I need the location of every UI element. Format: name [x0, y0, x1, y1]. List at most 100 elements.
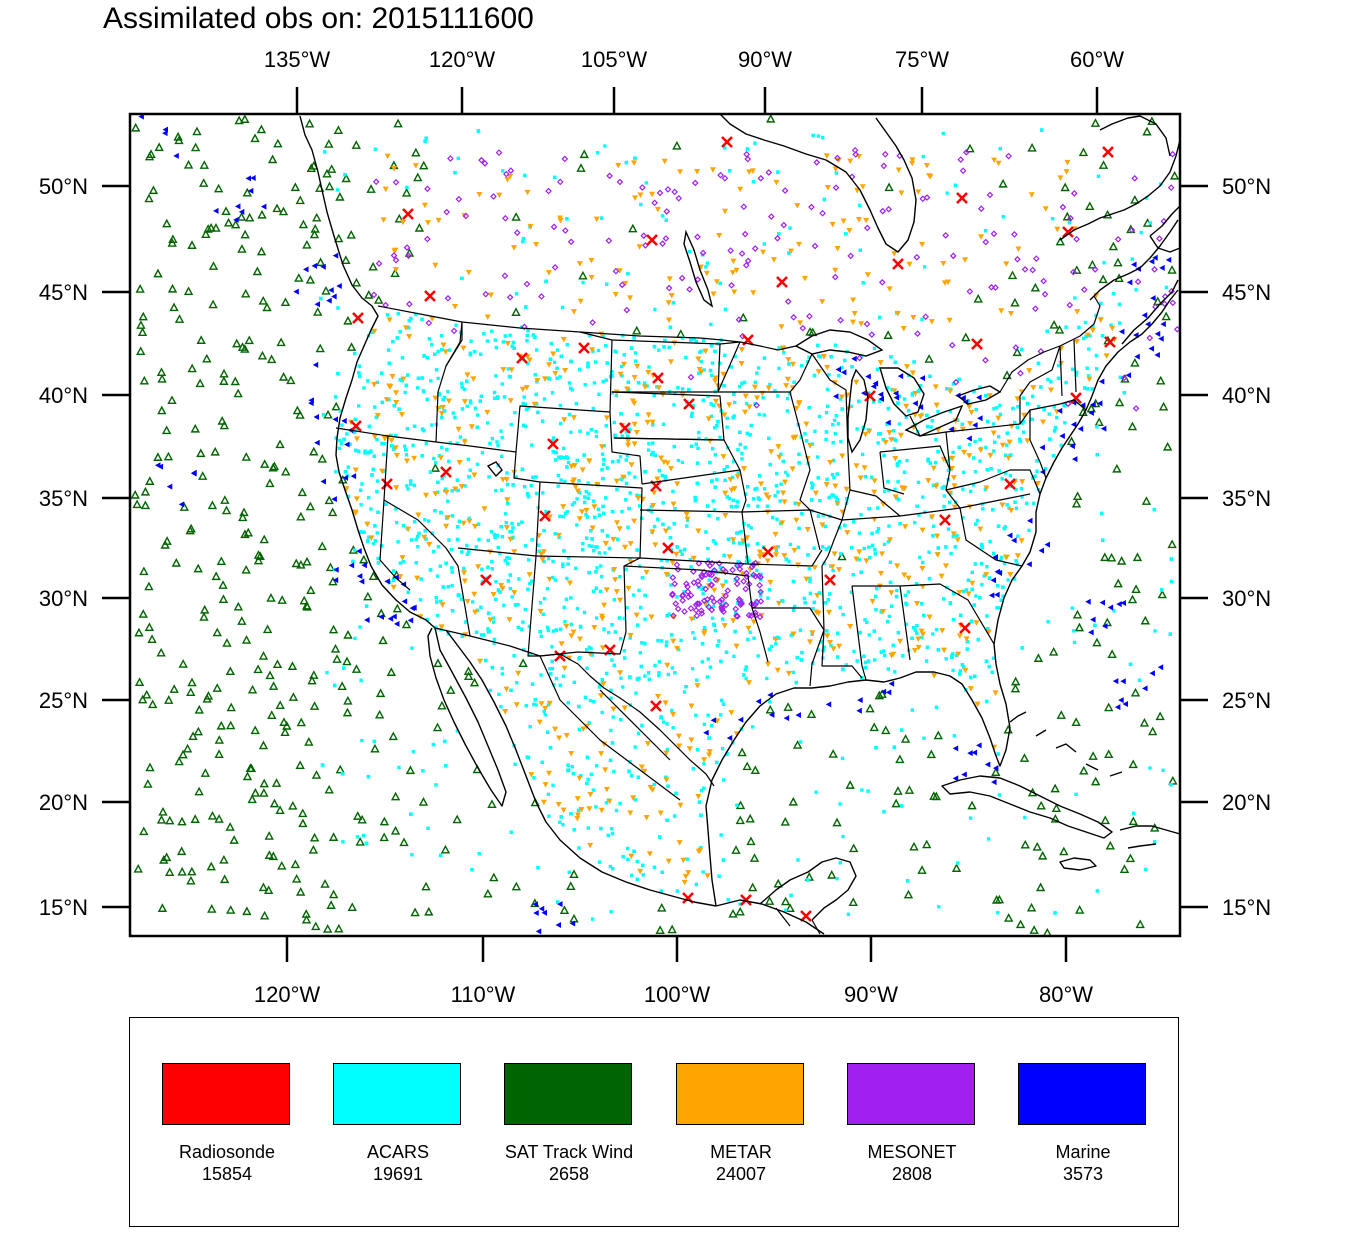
sat-track-wind-marker: [233, 388, 243, 398]
acars-marker: [486, 627, 490, 631]
marine-marker: [966, 435, 972, 442]
acars-marker: [550, 666, 555, 671]
mesonet-marker: [949, 252, 957, 260]
mesonet-marker: [1040, 277, 1047, 285]
metar-marker: [891, 388, 898, 394]
mesonet-marker: [733, 562, 741, 569]
acars-marker: [506, 367, 511, 371]
acars-marker: [867, 507, 871, 511]
metar-marker: [882, 439, 889, 446]
acars-marker: [897, 394, 902, 399]
acars-marker: [592, 699, 596, 704]
metar-marker: [670, 501, 677, 508]
acars-marker: [433, 352, 437, 356]
acars-marker: [961, 470, 966, 475]
acars-marker: [687, 387, 691, 392]
acars-marker: [465, 404, 469, 408]
acars-marker: [711, 499, 715, 503]
metar-marker: [613, 589, 620, 595]
acars-marker: [699, 845, 703, 850]
metar-marker: [519, 386, 526, 393]
bottom-lon-label: 110°W: [451, 982, 516, 1007]
acars-marker: [992, 551, 996, 556]
acars-marker: [549, 672, 553, 676]
acars-marker: [715, 423, 719, 428]
acars-marker: [942, 494, 947, 498]
metar-marker: [399, 555, 406, 561]
acars-marker: [891, 429, 896, 433]
acars-marker: [715, 760, 719, 765]
sat-track-wind-marker: [413, 172, 423, 182]
acars-marker: [1111, 292, 1116, 296]
metar-marker: [460, 520, 467, 527]
metar-marker: [676, 733, 683, 740]
sat-track-wind-marker: [212, 627, 222, 637]
acars-marker: [699, 813, 703, 817]
sat-track-wind-marker: [258, 651, 269, 660]
acars-marker: [525, 333, 529, 338]
acars-marker: [736, 601, 740, 605]
acars-marker: [442, 409, 447, 413]
acars-marker: [1100, 334, 1105, 338]
metar-marker: [919, 241, 926, 248]
acars-marker: [633, 745, 637, 749]
acars-marker: [812, 373, 817, 378]
mesonet-marker: [718, 596, 726, 604]
acars-marker: [685, 857, 690, 861]
acars-marker: [565, 456, 570, 460]
sat-track-wind-marker: [1155, 711, 1165, 721]
metar-marker: [738, 360, 745, 367]
metar-marker: [668, 466, 675, 472]
sat-track-wind-marker: [162, 536, 172, 545]
acars-marker: [460, 550, 464, 554]
acars-marker: [406, 590, 410, 594]
acars-marker: [718, 565, 723, 569]
acars-marker: [800, 512, 804, 516]
sat-track-wind-marker: [136, 320, 146, 329]
mesonet-marker: [1059, 203, 1067, 211]
acars-marker: [401, 523, 406, 528]
acars-marker: [882, 453, 886, 458]
sat-track-wind-marker: [903, 889, 914, 899]
acars-marker: [490, 567, 494, 571]
acars-marker: [896, 401, 900, 405]
acars-marker: [501, 169, 505, 173]
acars-marker: [583, 500, 587, 505]
sat-track-wind-marker: [1119, 864, 1130, 873]
sat-track-wind-marker: [929, 791, 939, 800]
acars-marker: [567, 381, 572, 385]
metar-marker: [647, 784, 654, 791]
acars-marker: [553, 532, 558, 536]
sat-track-wind-marker: [200, 768, 211, 777]
marine-marker: [878, 395, 885, 402]
acars-marker: [814, 790, 818, 794]
acars-marker: [432, 456, 436, 461]
metar-marker: [503, 525, 510, 531]
metar-marker: [745, 680, 752, 686]
acars-marker: [837, 373, 841, 378]
acars-marker: [640, 723, 644, 728]
metar-marker: [576, 261, 583, 267]
acars-marker: [434, 368, 439, 372]
acars-marker: [753, 380, 757, 384]
metar-marker: [928, 319, 935, 325]
mesonet-marker: [1134, 278, 1142, 286]
acars-marker: [618, 455, 623, 459]
metar-marker: [991, 157, 998, 164]
sat-track-wind-marker: [368, 261, 378, 271]
metar-marker: [711, 587, 718, 594]
acars-marker: [744, 676, 748, 681]
legend-count: 24007: [715, 1164, 767, 1184]
acars-marker: [1064, 380, 1068, 385]
sat-track-wind-marker: [213, 183, 224, 193]
acars-marker: [353, 448, 358, 453]
sat-track-wind-marker: [232, 338, 242, 348]
acars-marker: [972, 603, 976, 607]
sat-track-wind-marker: [156, 814, 167, 824]
acars-marker: [474, 630, 479, 634]
acars-marker: [795, 655, 799, 660]
metar-marker: [727, 477, 734, 483]
right-lat-label: 20°N: [1222, 790, 1271, 815]
acars-marker: [358, 625, 362, 629]
sat-track-wind-marker: [231, 219, 241, 229]
